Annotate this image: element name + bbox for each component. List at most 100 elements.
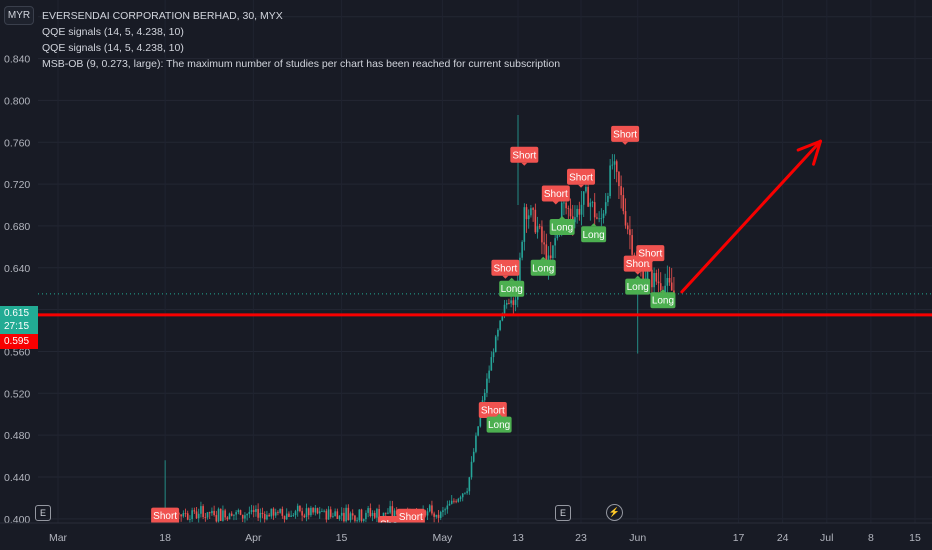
candle-body xyxy=(237,510,240,513)
candle-body xyxy=(593,202,596,218)
flash-icon[interactable]: ⚡ xyxy=(606,504,623,521)
candle-body xyxy=(545,244,548,266)
candle-body xyxy=(574,217,576,223)
candle-body xyxy=(624,211,627,226)
x-tick-label: Mar xyxy=(49,532,68,544)
candle-body xyxy=(477,426,479,436)
candle-body xyxy=(343,512,345,522)
candle-body xyxy=(514,299,517,305)
x-tick-label: 17 xyxy=(733,532,745,544)
x-tick-label: Apr xyxy=(245,532,262,544)
candles xyxy=(158,115,675,528)
candle-body xyxy=(193,510,196,512)
signal-text: Long xyxy=(627,282,649,293)
candle-body xyxy=(186,513,189,520)
candle-body xyxy=(446,505,449,510)
candle-body xyxy=(219,508,222,521)
candle-body xyxy=(457,498,460,502)
candle-body xyxy=(578,208,581,215)
indicator-qqe-1[interactable]: QQE signals (14, 5, 4.238, 10) xyxy=(42,26,184,38)
grid-lines xyxy=(38,0,932,523)
candle-body xyxy=(246,513,248,516)
x-axis: Mar 18 Apr 15 May 13 23 Jun 17 24 Jul 8 15 xyxy=(0,522,932,550)
candle-body xyxy=(395,510,398,515)
candle-body xyxy=(314,508,317,513)
candle-body xyxy=(475,435,477,452)
signal-text: Short xyxy=(626,259,650,270)
candle-body xyxy=(371,512,374,517)
candle-body xyxy=(659,283,662,291)
candle-body xyxy=(351,513,354,516)
candle-body xyxy=(604,202,607,214)
candle-body xyxy=(569,208,572,217)
x-tick-label: 13 xyxy=(512,532,524,544)
candle-body xyxy=(501,313,504,321)
y-tick-label: 0.760 xyxy=(4,137,30,149)
signal-pointer xyxy=(647,261,654,265)
candle-body xyxy=(444,509,446,511)
candle-body xyxy=(651,269,653,288)
signal-pointer xyxy=(578,184,585,188)
short-signal: Short xyxy=(491,259,520,279)
candle-body xyxy=(281,508,284,516)
candle-body xyxy=(472,451,475,462)
candle-body xyxy=(626,225,629,230)
candle-body xyxy=(596,217,598,219)
candle-body xyxy=(244,515,246,519)
candle-body xyxy=(274,512,277,516)
candle-body xyxy=(307,508,310,516)
current-price-tag: 0.615 27:15 xyxy=(0,306,38,334)
candle-body xyxy=(387,512,389,514)
long-signal: Long xyxy=(581,223,607,243)
candle-body xyxy=(230,513,233,516)
signal-box xyxy=(151,507,180,524)
candle-body xyxy=(598,218,600,220)
currency-button[interactable]: MYR xyxy=(4,6,34,25)
signal-text: Short xyxy=(493,263,517,274)
symbol-title[interactable]: EVERSENDAI CORPORATION BERHAD, 30, MYX xyxy=(42,10,283,22)
candle-body xyxy=(259,512,262,518)
y-tick-label: 0.560 xyxy=(4,346,30,358)
candle-body xyxy=(250,510,253,512)
signal-pointer xyxy=(552,201,559,205)
candle-body xyxy=(340,512,343,516)
candle-body xyxy=(499,320,501,330)
indicator-qqe-2[interactable]: QQE signals (14, 5, 4.238, 10) xyxy=(42,42,184,54)
candle-body xyxy=(362,519,365,521)
candle-body xyxy=(508,302,510,304)
candle-body xyxy=(585,186,587,192)
candle-body xyxy=(268,514,270,517)
x-tick-label: 18 xyxy=(159,532,171,544)
signal-labels: ShortShortShortShortShortLongShortLongSh… xyxy=(151,125,676,550)
candle-body xyxy=(272,508,275,516)
candle-body xyxy=(448,503,451,506)
signal-box xyxy=(611,125,640,142)
short-signal: Short xyxy=(541,185,570,205)
candle-body xyxy=(433,513,435,517)
signal-pointer xyxy=(540,256,547,260)
candle-body xyxy=(277,512,279,514)
candle-body xyxy=(459,497,462,499)
candle-body xyxy=(600,218,603,219)
candle-body xyxy=(428,505,431,512)
x-tick-label: May xyxy=(432,532,453,544)
candle-body xyxy=(226,517,229,520)
candle-body xyxy=(285,513,288,520)
candle-body xyxy=(367,508,369,513)
candle-body xyxy=(646,270,649,280)
earnings-e-icon[interactable]: E xyxy=(555,505,571,521)
candle-body xyxy=(197,513,200,519)
candle-body xyxy=(182,513,185,517)
earnings-e-icon[interactable]: E xyxy=(35,505,51,521)
candle-body xyxy=(358,509,361,521)
candle-body xyxy=(466,491,468,493)
candle-body xyxy=(442,510,444,513)
trend-arrow[interactable] xyxy=(680,139,822,294)
indicator-msb-ob[interactable]: MSB-OB (9, 0.273, large): The maximum nu… xyxy=(42,58,561,70)
candle-body xyxy=(576,208,578,218)
candle-body xyxy=(609,165,611,197)
candle-body xyxy=(321,511,323,512)
candle-body xyxy=(470,461,473,478)
candle-body xyxy=(503,304,506,314)
